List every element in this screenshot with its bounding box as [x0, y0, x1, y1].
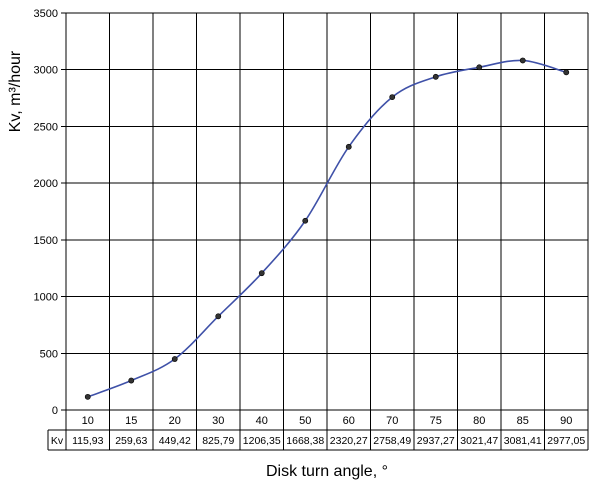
table-value-cell: 1206,35	[243, 435, 281, 447]
x-tick-label: 80	[473, 415, 485, 427]
y-tick-label: 0	[52, 405, 58, 417]
table-value-cell: 3021,47	[460, 435, 498, 447]
x-tick-label: 40	[256, 415, 268, 427]
y-tick-label: 3000	[34, 65, 58, 77]
x-tick-label: 85	[517, 415, 529, 427]
table-row-label: Kv	[51, 435, 64, 447]
x-tick-label: 70	[386, 415, 398, 427]
data-point	[563, 69, 570, 76]
y-tick-label: 3500	[34, 8, 58, 20]
y-tick-label: 2000	[34, 178, 58, 190]
x-tick-label: 75	[430, 415, 442, 427]
x-tick-label: 90	[560, 415, 572, 427]
table-value-cell: 2758,49	[373, 435, 411, 447]
table-value-cell: 449,42	[159, 435, 191, 447]
table-value-cell: 1668,38	[286, 435, 324, 447]
data-point	[84, 393, 91, 400]
x-tick-label: 30	[212, 415, 224, 427]
y-tick-label: 1000	[34, 292, 58, 304]
y-tick-label: 500	[40, 348, 58, 360]
data-point	[519, 57, 526, 64]
x-axis-title: Disk turn angle, °	[266, 463, 388, 480]
y-tick-label: 2500	[34, 121, 58, 133]
x-tick-label: 20	[169, 415, 181, 427]
x-tick-label: 60	[343, 415, 355, 427]
data-point	[258, 270, 265, 277]
table-value-cell: 3081,41	[504, 435, 542, 447]
data-point	[345, 143, 352, 150]
table-value-cell: 825,79	[202, 435, 234, 447]
table-value-cell: 115,93	[72, 435, 103, 447]
data-point	[432, 73, 439, 80]
data-table: Kv 115,93 259,63 449,42 825,79 1206,35 1668,38…	[47, 429, 588, 451]
data-point	[171, 356, 178, 362]
x-tick-label: 50	[299, 415, 311, 427]
y-axis: 0 500 1000 1500 2000 2500 3000 3500	[34, 8, 58, 417]
table-value-cell: 259,63	[115, 435, 147, 447]
data-point	[302, 217, 309, 224]
data-point	[476, 64, 483, 71]
data-point	[215, 313, 222, 320]
x-axis: 10 15 20 30 40 50 60 70 75 80 85 90	[82, 415, 573, 427]
x-tick-label: 15	[125, 415, 137, 427]
y-axis-title: Kv, m³/hour	[7, 50, 24, 132]
table-value-cell: 2320,27	[330, 435, 368, 447]
grid	[61, 12, 589, 450]
table-value-cell: 2937,27	[417, 435, 455, 447]
table-value-cell: 2977,05	[547, 435, 585, 447]
series	[84, 57, 570, 400]
x-tick-label: 10	[82, 415, 94, 427]
y-tick-label: 1500	[34, 235, 58, 247]
data-point	[128, 377, 135, 384]
data-point	[389, 94, 396, 101]
